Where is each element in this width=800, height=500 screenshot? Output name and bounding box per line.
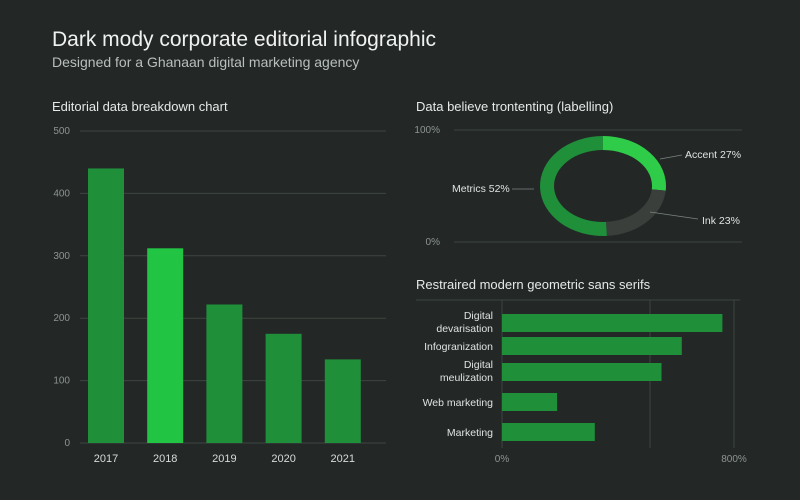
hbar-label-line: Marketing [447, 427, 493, 439]
bar-x-tick-2020: 2020 [271, 453, 295, 465]
bar-x-tick-2017: 2017 [94, 453, 118, 465]
hbar-chart-category-labels: Digital devarisationInfogranizationDigita… [423, 310, 494, 439]
bar-2020 [265, 333, 302, 443]
hbar-label-4: Marketing [447, 427, 493, 439]
bar-y-tick-0: 500 [53, 126, 70, 137]
hbar-label-line: meulization [440, 372, 493, 384]
bar-chart-y-ticks: 500 400 300 200 100 0 [53, 126, 70, 449]
hbar-chart-title: Restraired modern geometric sans serifs [416, 277, 651, 292]
bar-2021 [324, 359, 361, 443]
bar-y-tick-2: 300 [53, 251, 70, 262]
bar-y-tick-1: 400 [53, 188, 70, 199]
donut-chart: Data believe trontenting (labelling) 100… [414, 99, 742, 248]
bar-chart-bars [88, 168, 361, 443]
donut-axis-label-bottom: 0% [426, 237, 441, 248]
donut-slice-1 [606, 189, 666, 236]
bar-y-tick-5: 0 [64, 438, 70, 449]
bar-chart-title: Editorial data breakdown chart [52, 99, 228, 114]
page-title: Dark mody corporate editorial infographi… [52, 28, 437, 51]
slice-label-accent: Accent 27% [685, 149, 741, 161]
hbar-x-tick-1: 800% [721, 454, 747, 465]
hbar-label-0: Digital devarisation [436, 310, 493, 335]
hbar-label-line: devarisation [436, 323, 493, 335]
hbar-4 [502, 423, 595, 441]
bar-y-tick-3: 200 [53, 313, 70, 324]
bar-2018 [147, 248, 184, 443]
hbar-2 [502, 363, 662, 381]
bar-x-tick-2021: 2021 [331, 453, 355, 465]
donut-slice-2 [540, 136, 607, 236]
hbar-label-line: Infogranization [424, 341, 493, 353]
leader-line-ink [649, 211, 699, 220]
hbar-x-tick-0: 0% [495, 454, 510, 465]
bar-y-tick-4: 100 [53, 376, 70, 387]
bar-x-tick-2019: 2019 [212, 453, 236, 465]
hbar-label-line: Web marketing [423, 397, 494, 409]
hbar-0 [502, 314, 723, 332]
page-subtitle: Designed for a Ghanaan digital marketing… [52, 54, 360, 70]
bar-chart-x-ticks: 2017 2018 2019 2020 2021 [94, 453, 355, 465]
donut-chart-title: Data believe trontenting (labelling) [416, 99, 613, 114]
bar-2017 [88, 168, 124, 443]
hbar-1 [502, 337, 682, 355]
hbar-3 [502, 393, 558, 411]
bar-2019 [206, 304, 243, 443]
hbar-label-1: Infogranization [424, 341, 493, 353]
donut-slice-0 [603, 136, 666, 191]
hbar-label-2: Digital meulization [440, 359, 493, 384]
hbar-chart-bars [502, 314, 723, 441]
hbar-label-3: Web marketing [423, 397, 494, 409]
hbar-label-line: Digital [464, 310, 493, 322]
hbar-label-line: Digital [464, 359, 493, 371]
editorial-bar-chart: Editorial data breakdown chart 500 400 300… [52, 99, 386, 465]
horizontal-bar-chart: Restraired modern geometric sans serifs … [416, 277, 747, 465]
slice-label-ink: Ink 23% [702, 215, 740, 227]
slice-label-metrics: Metrics 52% [452, 183, 510, 195]
leader-line-accent [659, 154, 683, 160]
donut-slices [540, 136, 666, 236]
bar-x-tick-2018: 2018 [153, 453, 177, 465]
donut-axis-label-top: 100% [414, 125, 440, 136]
